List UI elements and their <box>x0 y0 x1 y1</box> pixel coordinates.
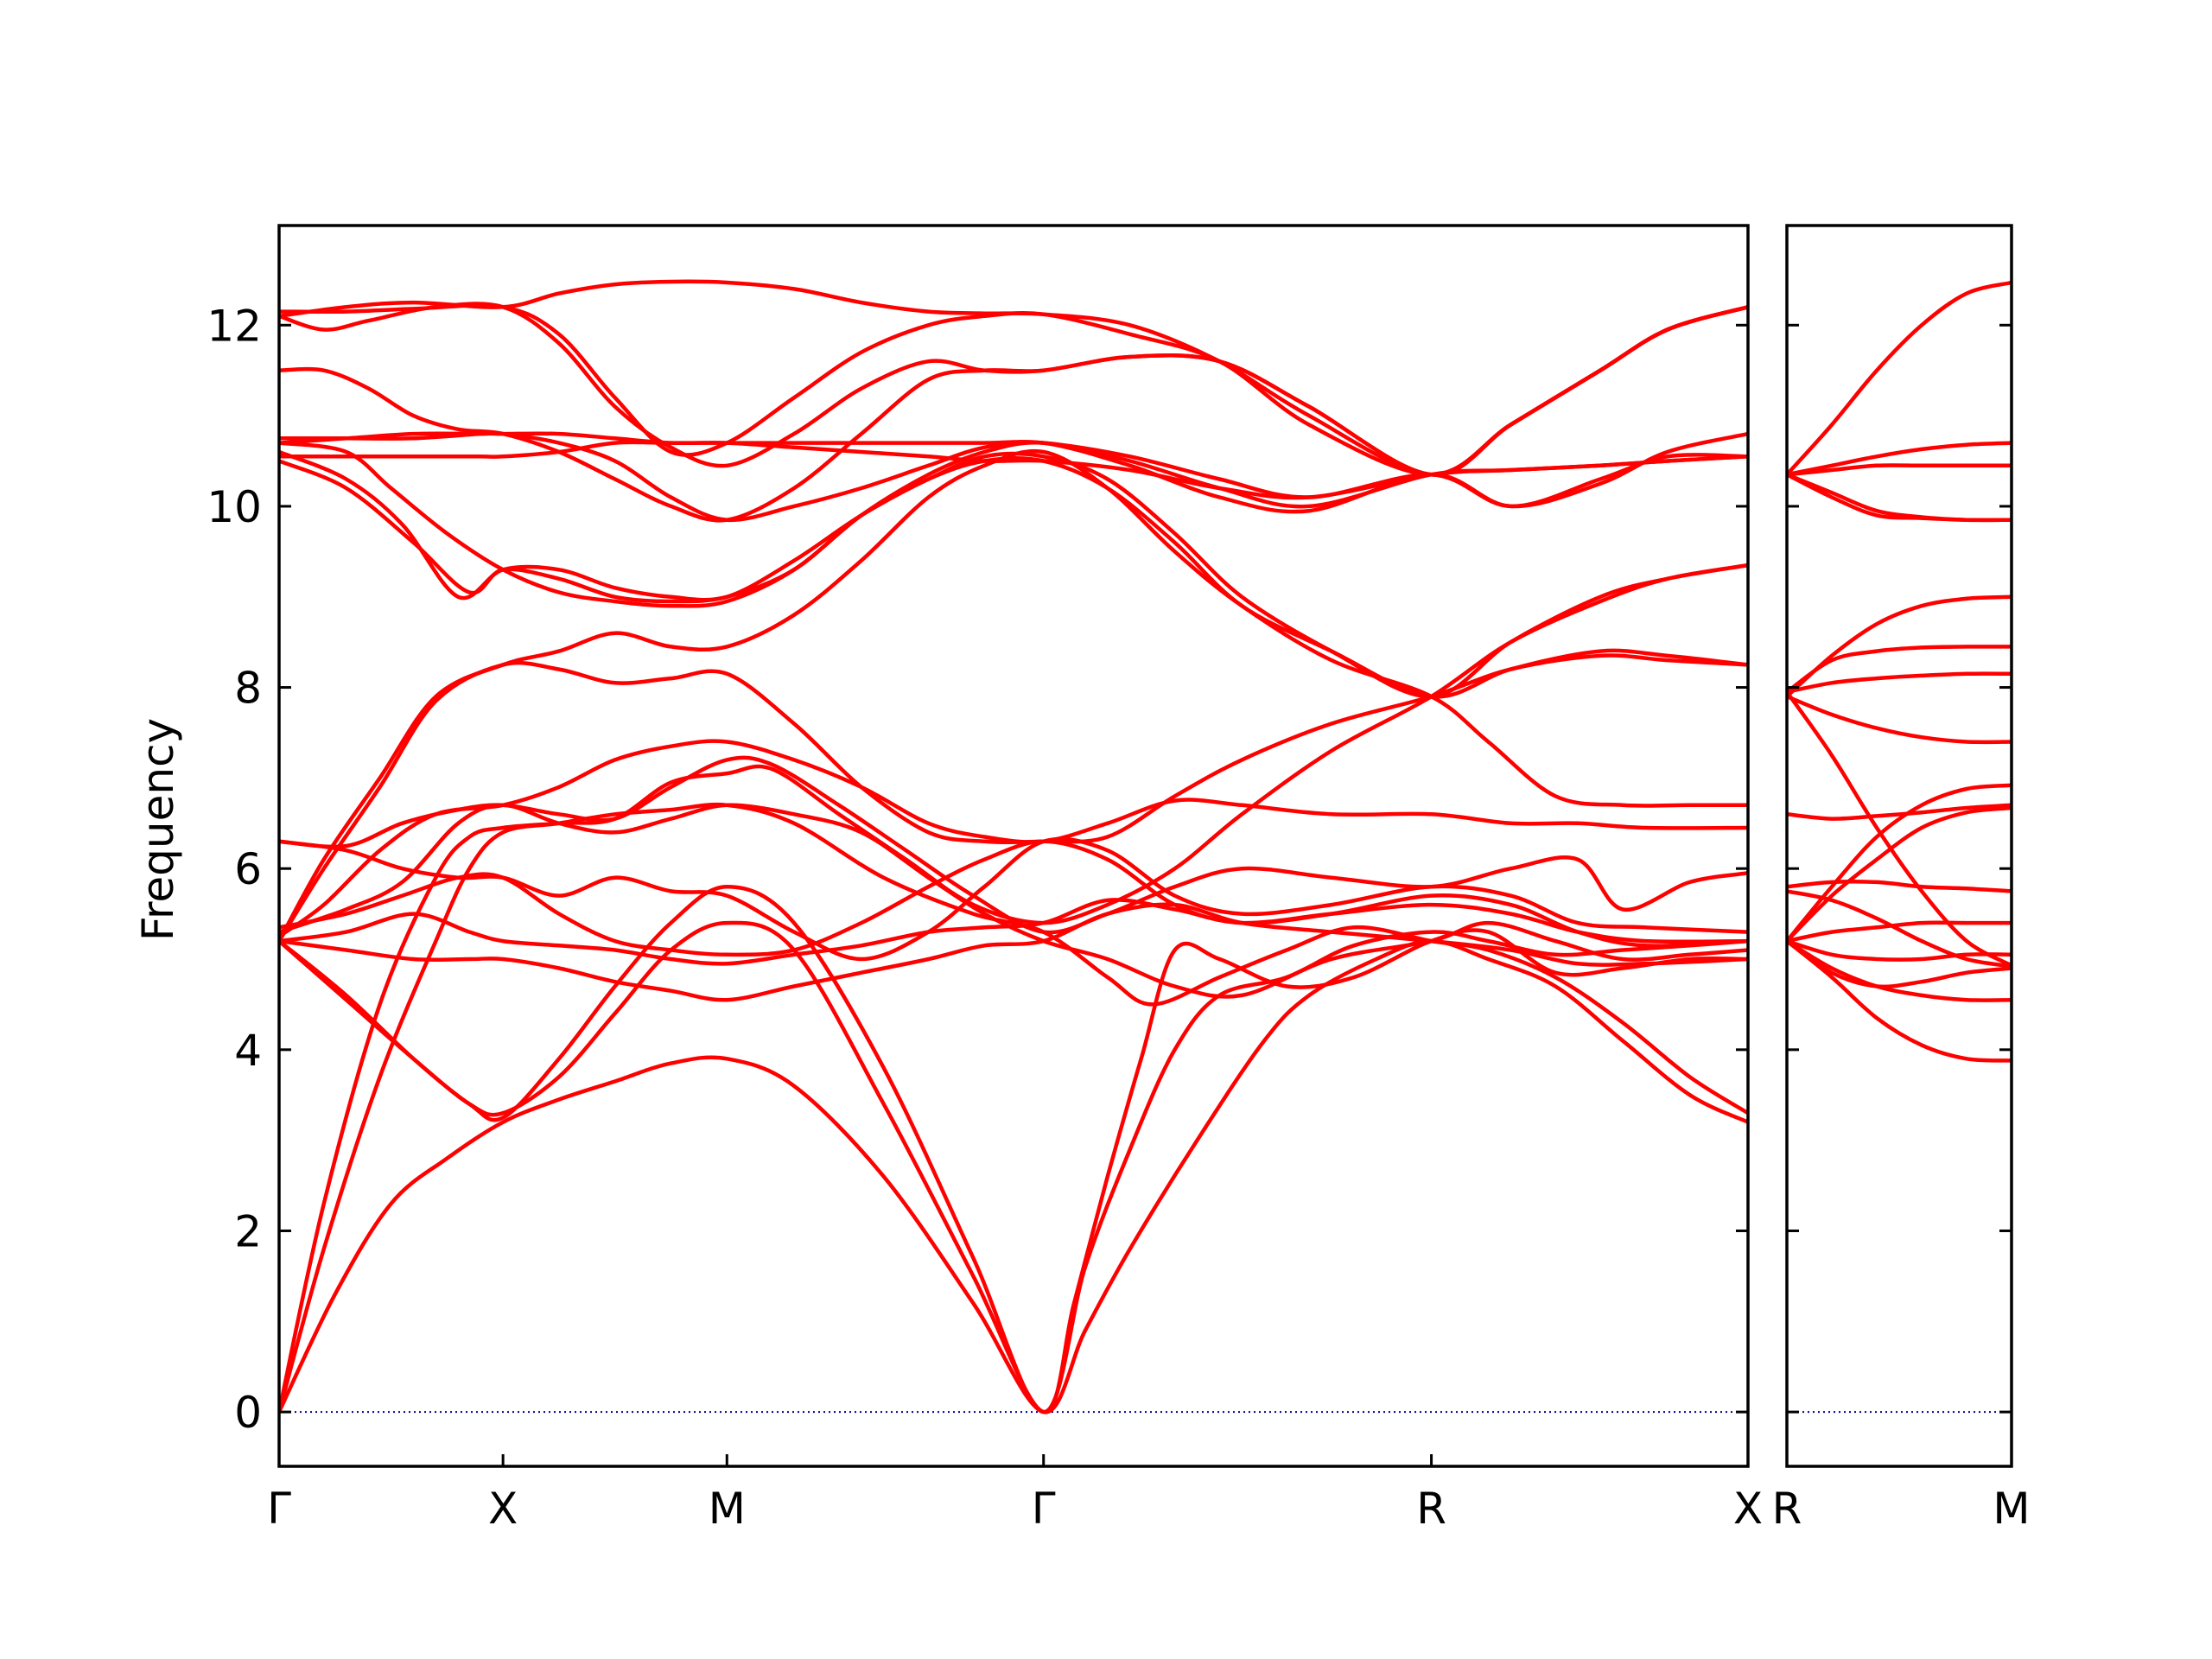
x-tick-label: M <box>1993 1484 2030 1534</box>
x-tick-label: Γ <box>267 1484 291 1534</box>
band-main-18 <box>279 440 1748 509</box>
band-side-17 <box>1787 463 2012 477</box>
band-side-15 <box>1787 472 2012 523</box>
y-axis-label: Frequency <box>133 718 183 941</box>
axes-frame <box>277 224 1750 1468</box>
x-tick-label: Γ <box>1032 1484 1056 1534</box>
x-tick-label: M <box>709 1484 746 1534</box>
y-tick-label: 4 <box>234 1026 262 1076</box>
band-main-0 <box>279 938 1748 1414</box>
bands-group <box>279 279 1748 1414</box>
band-side-14 <box>1787 594 2012 699</box>
band-side-8 <box>1787 889 2012 969</box>
band-side-16 <box>1787 472 2012 523</box>
x-tick-label: X <box>488 1484 518 1534</box>
band-side-3 <box>1787 938 2012 962</box>
band-main-7 <box>279 755 1748 935</box>
band-main-2 <box>279 563 1748 1414</box>
y-tick-label: 0 <box>234 1388 262 1438</box>
band-main-6 <box>279 739 1748 939</box>
band-main-4 <box>279 884 1748 1414</box>
band-side-18 <box>1787 441 2012 477</box>
x-tick-label: R <box>1416 1484 1446 1534</box>
main-panel: 0 2 4 6 8 10 12 Γ X M Γ R X <box>207 224 1763 1534</box>
band-side-7 <box>1787 880 2012 893</box>
band-side-0 <box>1787 938 2012 1063</box>
band-main-13 <box>279 653 1748 944</box>
band-side-10 <box>1787 690 2012 968</box>
band-main-1 <box>279 802 1748 1414</box>
band-side-19 <box>1787 280 2012 477</box>
band-side-2 <box>1787 938 2012 989</box>
band-side-1 <box>1787 938 2012 1002</box>
band-main-21 <box>279 302 1748 477</box>
axes-frame <box>1785 224 2013 1468</box>
y-tick-label: 10 <box>207 482 262 532</box>
x-tick-label: R <box>1772 1484 1802 1534</box>
band-side-5 <box>1787 805 2012 944</box>
band-main-15 <box>279 449 1748 699</box>
band-main-9 <box>279 839 1748 957</box>
y-tick-label: 2 <box>234 1206 262 1256</box>
bands-group <box>1787 280 2012 1063</box>
y-tick-label: 12 <box>207 301 262 351</box>
x-tick-label: X <box>1733 1484 1763 1534</box>
y-tick-label: 8 <box>234 664 262 714</box>
band-side-4 <box>1787 920 2012 944</box>
band-main-11 <box>279 902 1748 1002</box>
band-main-14 <box>279 455 1748 699</box>
band-main-23 <box>279 303 1748 477</box>
band-side-11 <box>1787 694 2012 745</box>
band-side-9 <box>1787 803 2012 821</box>
band-main-10 <box>279 898 1748 966</box>
band-main-16 <box>279 441 1748 608</box>
y-tick-label: 6 <box>234 844 262 894</box>
band-main-12 <box>279 448 1748 944</box>
band-side-12 <box>1787 671 2012 695</box>
band-main-3 <box>279 920 1748 1414</box>
